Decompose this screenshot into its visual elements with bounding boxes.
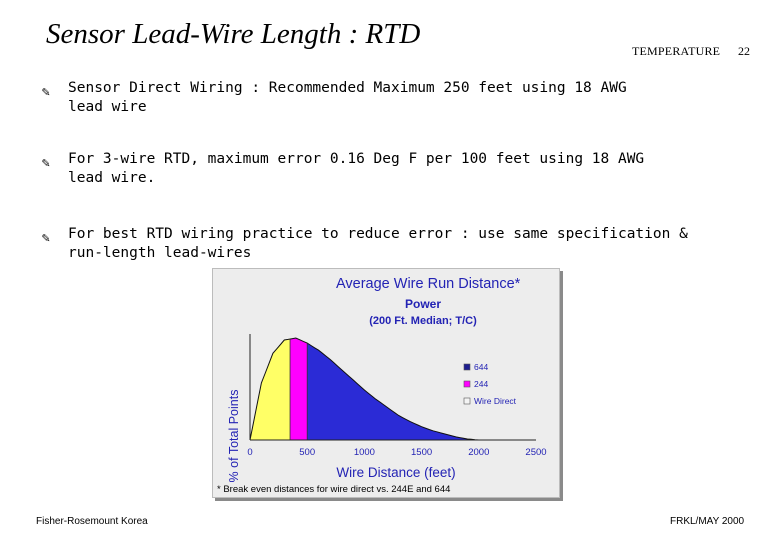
legend-label: 644 [474, 362, 488, 372]
slide-title: Sensor Lead-Wire Length : RTD [46, 18, 421, 50]
area-outline [249, 337, 479, 441]
pen-bullet-icon: ✎ [41, 158, 51, 170]
x-tick-label: 1500 [411, 447, 432, 458]
bullet-item-2: For 3-wire RTD, maximum error 0.16 Deg F… [68, 150, 758, 188]
pen-bullet-icon: ✎ [41, 87, 51, 99]
x-tick-label: 0 [247, 447, 252, 458]
bullet-line: For best RTD wiring practice to reduce e… [68, 226, 688, 242]
area-region-wire-direct [250, 339, 290, 440]
footer-date: FRKL/MAY 2000 [670, 516, 745, 527]
area-region-644 [307, 343, 479, 440]
chart-subtitle-1: Power [405, 297, 441, 311]
chart-canvas: Average Wire Run Distance* Power (200 Ft… [217, 276, 547, 495]
bullet-line: lead wire [68, 99, 147, 115]
section-label: TEMPERATURE [632, 44, 721, 58]
chart-y-label: % of Total Points [227, 390, 241, 483]
legend-swatch [463, 380, 471, 388]
legend-swatch [463, 363, 471, 371]
bullet-item-1: Sensor Direct Wiring : Recommended Maxim… [68, 79, 758, 117]
bullet-line: Sensor Direct Wiring : Recommended Maxim… [68, 80, 627, 96]
chart-subtitle-2: (200 Ft. Median; T/C) [369, 315, 477, 327]
footer-company: Fisher-Rosemount Korea [36, 516, 148, 527]
bullet-line: lead wire. [68, 170, 156, 186]
x-tick-label: 1000 [354, 447, 375, 458]
wire-distance-chart: Average Wire Run Distance* Power (200 Ft… [212, 268, 562, 502]
x-tick-label: 500 [299, 447, 315, 458]
x-tick-label: 2000 [468, 447, 489, 458]
chart-x-label: Wire Distance (feet) [336, 465, 455, 480]
chart-footnote: * Break even distances for wire direct v… [217, 484, 450, 495]
bullet-item-3: For best RTD wiring practice to reduce e… [68, 225, 758, 263]
x-tick-label: 2500 [525, 447, 546, 458]
legend-swatch [463, 397, 471, 405]
page-number: 22 [738, 44, 750, 58]
bullet-line: For 3-wire RTD, maximum error 0.16 Deg F… [68, 151, 645, 167]
legend-label: Wire Direct [474, 396, 517, 406]
area-region-244 [290, 338, 308, 440]
bullet-line: run-length lead-wires [68, 245, 252, 261]
legend-label: 244 [474, 379, 488, 389]
chart-title: Average Wire Run Distance* [336, 276, 521, 292]
pen-bullet-icon: ✎ [41, 233, 51, 245]
